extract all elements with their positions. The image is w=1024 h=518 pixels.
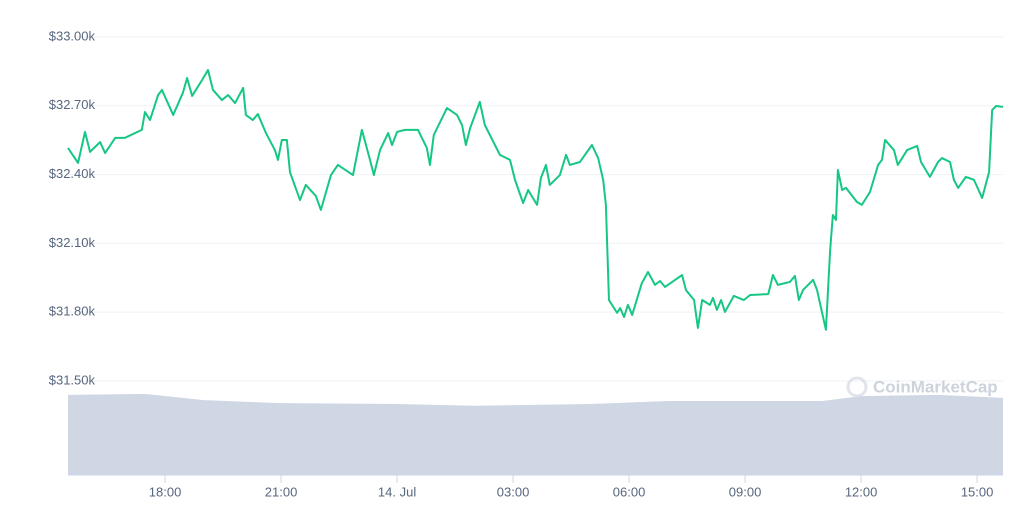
volume-area [68, 393, 1003, 475]
x-tick-label: 18:00 [149, 484, 182, 499]
price-line [67, 69, 1004, 331]
x-tick-label: 21:00 [265, 484, 298, 499]
x-tick-label: 15:00 [961, 484, 994, 499]
y-tick-label: $32.70k [49, 97, 96, 112]
y-tick-label: $31.50k [49, 372, 96, 387]
y-tick-label: $32.40k [49, 166, 96, 181]
x-tick-label: 03:00 [497, 484, 530, 499]
y-tick-label: $32.10k [49, 235, 96, 250]
x-tick-label: 14. Jul [378, 484, 416, 499]
y-tick-label: $33.00k [49, 28, 96, 43]
x-tick-label: 09:00 [729, 484, 762, 499]
watermark-icon [846, 376, 868, 398]
x-tick-label: 12:00 [845, 484, 878, 499]
y-tick-label: $31.80k [49, 304, 96, 319]
watermark: CoinMarketCap [873, 377, 998, 396]
x-tick-label: 06:00 [613, 484, 646, 499]
